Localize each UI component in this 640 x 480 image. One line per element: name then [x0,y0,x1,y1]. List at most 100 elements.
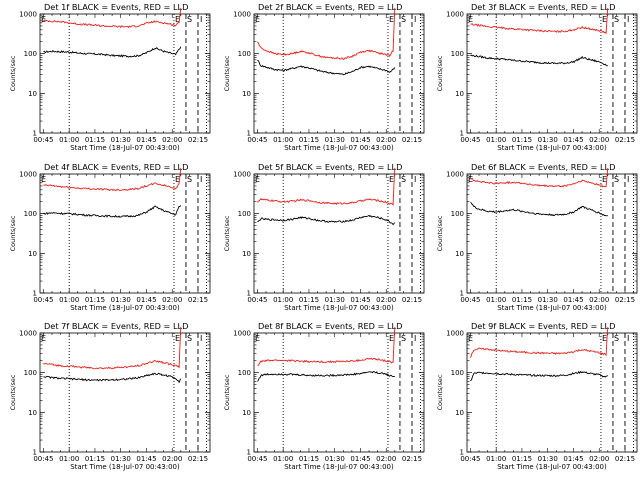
plot-frame [253,332,425,453]
x-tick-label: 01:00 [59,136,79,144]
flag-label-start: E [468,175,473,184]
x-tick-label: 02:00 [162,136,182,144]
x-tick-label: 00:45 [460,136,480,144]
x-tick-label: 01:45 [136,136,156,144]
x-tick-label: 01:00 [486,455,506,463]
series-line-events [43,372,182,384]
x-tick-label: 01:45 [136,455,156,463]
series-line-lld [43,326,182,370]
flag-label-saa: S [614,334,619,343]
x-tick-label: 00:45 [247,136,267,144]
series-line-lld [469,326,609,358]
flag-label-start: E [255,175,260,184]
x-tick-label: 01:15 [85,455,105,463]
series-line-lld [257,167,396,206]
plot-frame [253,13,425,134]
y-tick-label: 10 [455,409,464,417]
chart-title: Det 7f BLACK = Events, RED = LLD [44,321,188,331]
x-axis-label: Start Time (18-Jul-07 00:43:00) [70,304,180,312]
x-tick-label: 00:45 [33,136,53,144]
y-tick-label: 10 [28,90,37,98]
y-tick-label: 100 [451,369,464,377]
x-tick-label: 00:45 [33,296,53,304]
y-tick-label: 1000 [233,330,251,338]
x-tick-label: 01:15 [512,455,532,463]
x-tick-label: 01:30 [111,296,131,304]
flag-label-start: E [255,15,260,24]
y-axis-label: Counts/sec [223,55,231,91]
chart-title: Det 1f BLACK = Events, RED = LLD [44,2,188,12]
x-tick-label: 01:45 [350,296,370,304]
x-tick-label: 02:15 [615,136,635,144]
chart-title: Det 2f BLACK = Events, RED = LLD [258,2,402,12]
plot-frame [39,13,211,134]
chart-panel-1: Det 1f BLACK = Events, RED = LLD 1 10 100 10… [9,2,211,152]
x-tick-label: 01:45 [563,296,583,304]
y-tick-label: 1 [247,449,251,457]
flag-label-end: E [602,175,607,184]
x-tick-label: 01:00 [486,296,506,304]
flag-label-intervals: I [627,15,629,24]
x-tick-label: 01:30 [538,136,558,144]
flag-label-saa: S [401,15,406,24]
x-tick-label: 02:15 [188,136,208,144]
chart-title: Det 4f BLACK = Events, RED = LLD [44,162,188,172]
y-tick-label: 1 [460,290,464,298]
x-tick-label: 02:15 [402,136,422,144]
chart-panel-8: Det 8f BLACK = Events, RED = LLD 1 10 100 10… [223,321,425,471]
y-tick-label: 1 [33,290,37,298]
x-tick-label: 02:15 [402,296,422,304]
y-tick-label: 1 [460,449,464,457]
chart-title: Det 6f BLACK = Events, RED = LLD [471,162,615,172]
flag-label-saa: S [401,334,406,343]
chart-panel-9: Det 9f BLACK = Events, RED = LLD 1 10 100 10… [436,321,638,471]
y-tick-label: 100 [24,50,37,58]
flag-label-intervals: I [200,15,202,24]
flag-label-saa: S [187,175,192,184]
y-tick-label: 10 [28,409,37,417]
y-tick-label: 1 [33,130,37,138]
y-tick-label: 100 [451,50,464,58]
x-tick-label: 01:15 [85,296,105,304]
x-tick-label: 01:00 [59,455,79,463]
x-tick-label: 01:30 [538,296,558,304]
chart-panel-5: Det 5f BLACK = Events, RED = LLD 1 10 100 10… [223,162,425,312]
x-tick-label: 01:15 [512,136,532,144]
y-tick-label: 100 [24,210,37,218]
x-tick-label: 02:15 [615,296,635,304]
chart-title: Det 5f BLACK = Events, RED = LLD [258,162,402,172]
series-line-events [257,371,395,382]
x-tick-label: 01:15 [299,455,319,463]
plot-frame [466,173,638,294]
y-tick-label: 10 [242,250,251,258]
x-axis-label: Start Time (18-Jul-07 00:43:00) [284,304,394,312]
y-axis-label: Counts/sec [223,215,231,251]
flag-label-intervals: I [414,175,416,184]
flag-label-intervals: I [200,334,202,343]
x-tick-label: 01:45 [563,136,583,144]
y-tick-label: 10 [28,250,37,258]
flag-label-start: E [41,334,46,343]
x-tick-label: 02:15 [188,455,208,463]
y-axis-label: Counts/sec [9,374,17,410]
x-tick-label: 01:45 [563,455,583,463]
x-tick-label: 02:15 [188,296,208,304]
x-tick-label: 02:00 [589,136,609,144]
flag-label-end: E [175,175,180,184]
flag-label-start: E [255,334,260,343]
chart-panel-2: Det 2f BLACK = Events, RED = LLD 1 10 100 10… [223,2,425,152]
flag-label-saa: S [614,15,619,24]
y-tick-label: 1000 [446,11,464,19]
y-tick-label: 10 [242,90,251,98]
y-axis-label: Counts/sec [436,55,444,91]
x-tick-label: 01:15 [299,136,319,144]
flag-label-end: E [389,334,394,343]
x-tick-label: 00:45 [460,296,480,304]
plot-frame [39,173,211,294]
flag-label-saa: S [401,175,406,184]
series-line-events [470,202,608,217]
y-tick-label: 100 [238,50,251,58]
plot-frame [39,332,211,453]
x-tick-label: 01:15 [85,136,105,144]
